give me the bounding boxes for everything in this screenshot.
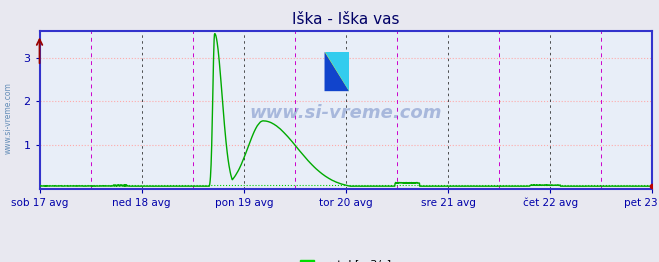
- Text: www.si-vreme.com: www.si-vreme.com: [3, 82, 13, 154]
- Text: www.si-vreme.com: www.si-vreme.com: [250, 104, 442, 122]
- Legend: pretok[m3/s]: pretok[m3/s]: [296, 255, 396, 262]
- Polygon shape: [324, 52, 349, 91]
- Title: Iška - Iška vas: Iška - Iška vas: [292, 13, 400, 28]
- Polygon shape: [324, 52, 349, 91]
- Bar: [324, 52, 349, 91]
